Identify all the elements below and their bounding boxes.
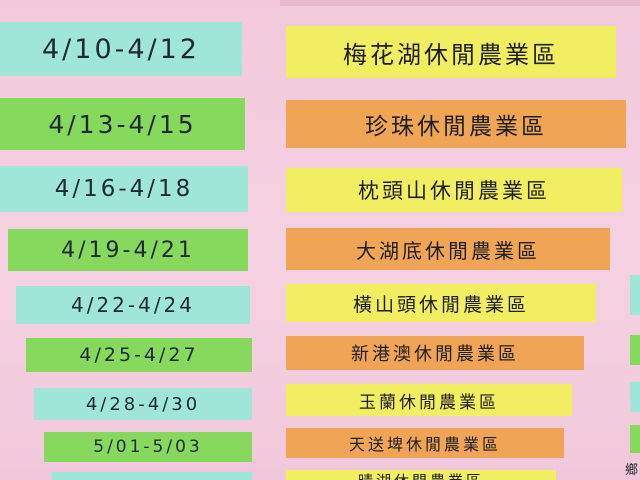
- date-band: 4/16-4/18: [0, 166, 248, 212]
- right-edge-band: [630, 425, 640, 453]
- right-edge-band: [630, 275, 640, 315]
- date-band: 4/10-4/12: [0, 22, 242, 76]
- right-edge-band: [630, 382, 640, 412]
- area-name-band: 枕頭山休閒農業區: [286, 168, 622, 212]
- date-band: [52, 472, 252, 480]
- area-name-band: 玉蘭休閒農業區: [286, 384, 572, 416]
- date-band: 4/22-4/24: [16, 286, 250, 324]
- area-name-band: 大湖底休閒農業區: [286, 228, 610, 270]
- corner-partial-text: 鄉: [624, 463, 638, 478]
- area-name-band: 橫山頭休閒農業區: [286, 284, 596, 322]
- top-border-strip: [280, 0, 640, 6]
- date-band: 4/25-4/27: [26, 338, 252, 372]
- date-band: 5/01-5/03: [44, 432, 252, 462]
- date-band: 4/28-4/30: [34, 388, 252, 420]
- area-name-band: 新港澳休閒農業區: [286, 336, 584, 370]
- area-name-band: 天送埤休閒農業區: [286, 428, 564, 458]
- date-band: 4/13-4/15: [0, 98, 245, 150]
- date-band: 4/19-4/21: [8, 229, 248, 271]
- area-name-band: 晴湖休閒農業區: [286, 470, 556, 480]
- right-edge-band: [630, 335, 640, 365]
- area-name-band: 珍珠休閒農業區: [286, 100, 626, 148]
- area-name-band: 梅花湖休閒農業區: [286, 26, 616, 78]
